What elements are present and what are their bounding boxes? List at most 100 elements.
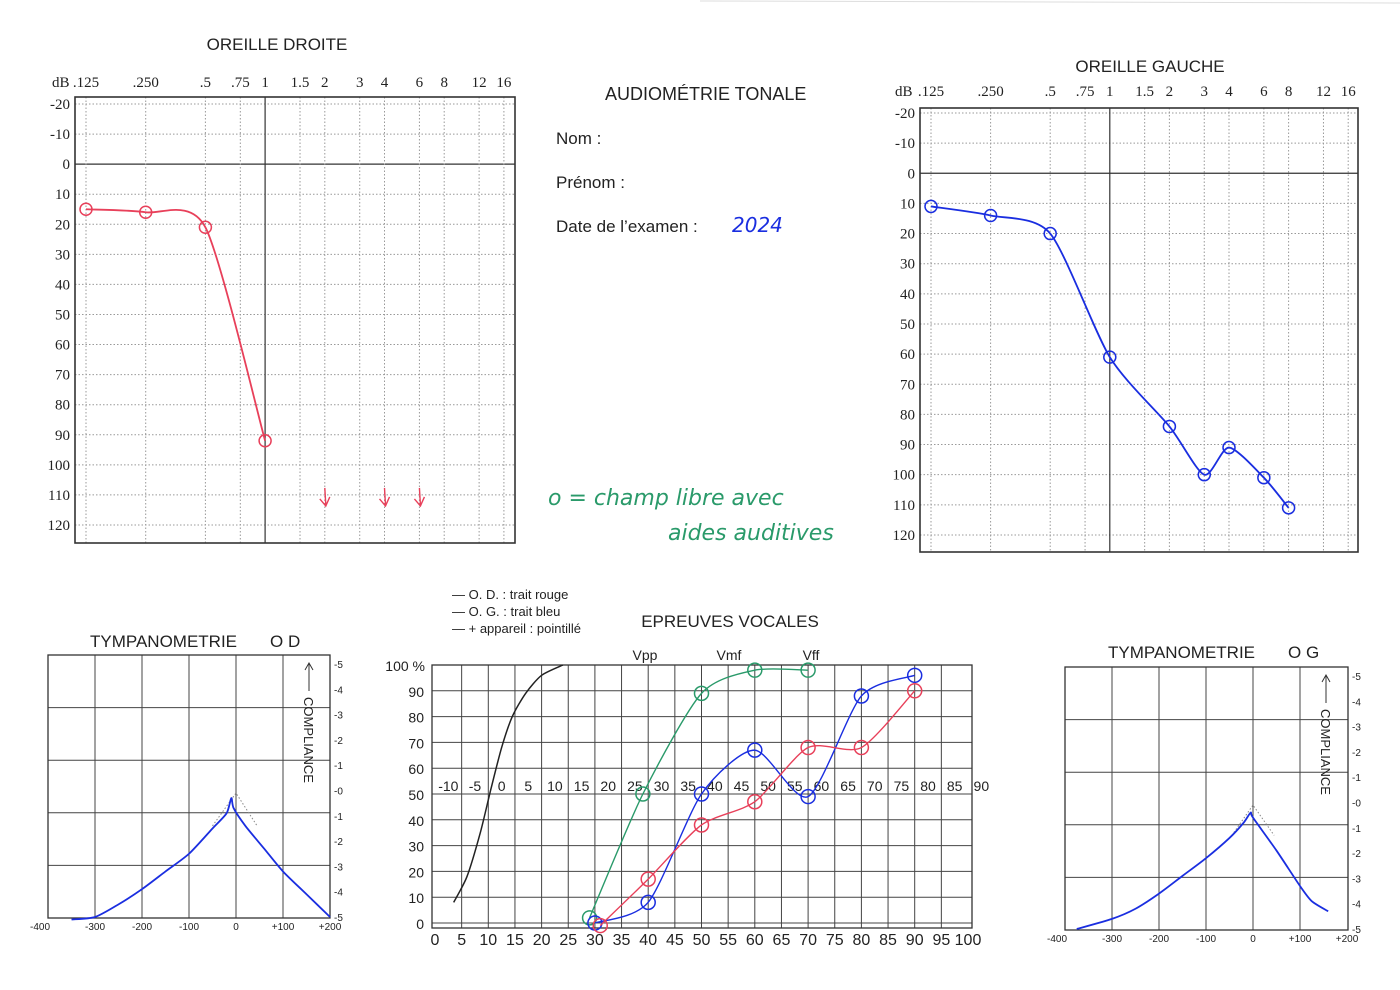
x-tick-label: 1	[261, 75, 269, 91]
y-tick-label: -1	[1352, 824, 1361, 835]
form-title: AUDIOMÉTRIE TONALE	[605, 84, 807, 104]
x-tick-label: 2	[1166, 84, 1174, 100]
x-tick-label: 0	[431, 932, 440, 949]
db-unit-label: dB	[52, 75, 70, 91]
x-tick-label: 95	[932, 932, 950, 949]
audiogram-right-ear: OREILLE DROITE dB -20 -10 0 10 20 30 40 50 60 70 80 9…	[48, 35, 516, 544]
no-response-arrow-icon	[378, 487, 391, 508]
y-tick-label: -5	[334, 660, 343, 671]
x-tick-label: -100	[179, 922, 199, 933]
x-tick-label: +200	[1336, 934, 1359, 945]
compliance-axis-label: COMPLIANCE	[1318, 709, 1333, 795]
x-tick-label: .5	[1045, 84, 1056, 100]
y-tick-label: -0	[334, 787, 343, 798]
threshold-line	[930, 205, 1290, 509]
y-tick-label: 0	[908, 166, 916, 182]
x-tick-label: .75	[1076, 84, 1095, 100]
x-tick-label: -300	[1102, 934, 1122, 945]
x-tick-label: .75	[231, 75, 250, 91]
speech-marker	[800, 788, 816, 805]
speech-marker	[640, 894, 656, 911]
speech-marker	[693, 786, 710, 802]
threshold-marker	[1103, 350, 1117, 364]
y-tick-label: 30	[408, 839, 424, 855]
x-tick-label: .125	[918, 84, 944, 100]
x-tick-label: -400	[1047, 934, 1067, 945]
x-tick-label: 1.5	[291, 75, 310, 91]
secondary-x-tick-label: 30	[654, 778, 670, 794]
threshold-marker	[1281, 501, 1296, 515]
secondary-x-tick-label: -10	[438, 778, 458, 794]
legend-item: — O. G. : trait bleu	[452, 604, 560, 619]
y-tick-label: 40	[408, 813, 424, 829]
y-tick-label: 30	[900, 257, 915, 273]
secondary-x-tick-label: 10	[547, 778, 563, 794]
y-tick-label: -3	[334, 711, 343, 722]
y-tick-label: 10	[408, 890, 424, 906]
secondary-x-tick-label: 80	[920, 778, 936, 794]
x-tick-label: 75	[826, 932, 844, 949]
compliance-axis-label: COMPLIANCE	[301, 697, 316, 783]
x-tick-label: -400	[30, 922, 50, 933]
y-tick-label: 30	[55, 247, 70, 263]
secondary-x-tick-label: 90	[974, 778, 990, 794]
y-tick-label: -3	[1352, 874, 1361, 885]
plot-frame	[919, 107, 1359, 553]
x-tick-label: 16	[1341, 84, 1357, 100]
y-tick-label: 60	[900, 347, 915, 363]
ear-label: O G	[1288, 643, 1319, 662]
speech-marker	[592, 917, 608, 934]
y-tick-label: 60	[408, 761, 424, 777]
chart-title: EPREUVES VOCALES	[641, 612, 819, 631]
ear-label: O D	[270, 632, 300, 651]
secondary-x-tick-label: 20	[600, 778, 616, 794]
x-tick-label: +100	[272, 922, 295, 933]
arrow-up-icon	[1321, 673, 1331, 703]
y-tick-label: 20	[55, 217, 70, 233]
x-tick-label: 4	[381, 75, 389, 91]
y-tick-label: 70	[408, 735, 424, 751]
x-tick-label: 20	[533, 932, 551, 949]
y-tick-label: -10	[50, 127, 70, 143]
y-tick-label: -4	[334, 888, 343, 899]
y-tick-label: 80	[55, 398, 70, 414]
y-tick-label: 40	[55, 277, 70, 293]
y-tick-label: -20	[50, 97, 70, 113]
threshold-marker	[1197, 467, 1212, 482]
date-value-handwritten: 2024	[732, 213, 783, 237]
speech-curve	[594, 674, 915, 924]
x-tick-label: .125	[73, 75, 99, 91]
y-tick-label: -20	[895, 106, 915, 122]
y-tick-label: 70	[900, 377, 915, 393]
chart-title: OREILLE DROITE	[207, 35, 348, 54]
x-tick-label: +100	[1289, 934, 1312, 945]
y-tick-label: -5	[1352, 925, 1361, 936]
y-tick-label: 0	[416, 916, 424, 932]
x-tick-label: .250	[977, 84, 1003, 100]
threshold-marker	[138, 205, 153, 220]
secondary-x-tick-label: 60	[814, 778, 830, 794]
x-tick-label: 0	[1250, 934, 1256, 945]
x-tick-label: 10	[479, 932, 497, 949]
speech-marker	[906, 683, 923, 699]
plot-frame	[431, 664, 973, 929]
threshold-marker	[79, 202, 93, 216]
threshold-marker	[924, 199, 938, 214]
x-tick-label: 12	[1316, 84, 1331, 100]
x-tick-label: 80	[853, 932, 871, 949]
x-tick-label: 6	[416, 75, 424, 91]
y-tick-label: 50	[55, 307, 70, 323]
speech-marker	[581, 910, 598, 926]
plot-frame	[74, 96, 516, 544]
y-tick-label: -4	[1352, 697, 1361, 708]
secondary-x-tick-label: 65	[840, 778, 856, 794]
no-response-arrow-icon	[413, 487, 426, 508]
y-tick-label: 120	[893, 528, 916, 544]
tympanogram-curve	[1076, 811, 1329, 930]
x-tick-label: +200	[319, 922, 342, 933]
speech-marker	[747, 662, 763, 678]
y-tick-label: 0	[63, 157, 71, 173]
y-tick-label: -4	[1352, 900, 1361, 911]
